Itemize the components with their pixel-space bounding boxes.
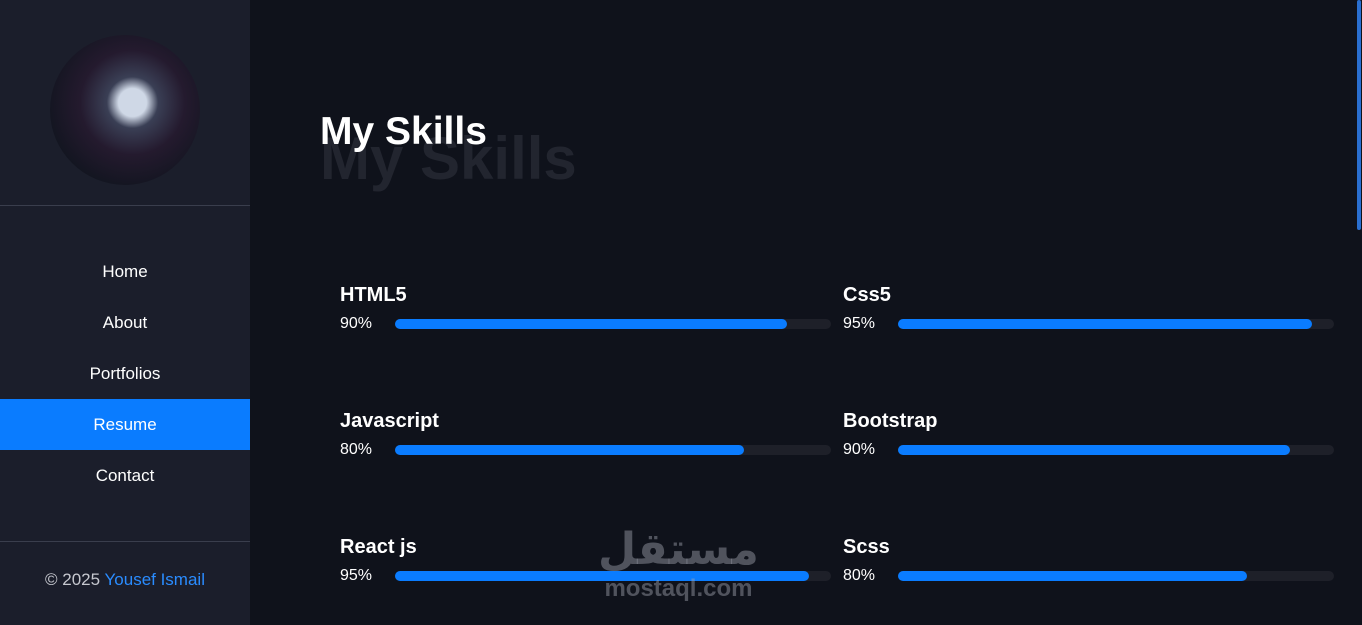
skill-name: HTML5 <box>340 284 407 306</box>
skill-track <box>395 319 831 329</box>
author-link[interactable]: Yousef Ismail <box>104 570 205 589</box>
skill: Javascript 80% <box>340 410 832 470</box>
watermark: مستقل mostaql.com <box>598 525 759 603</box>
avatar <box>50 35 200 185</box>
skill-percent: 80% <box>843 567 876 584</box>
skill-percent: 90% <box>843 441 876 458</box>
skill-percent: 95% <box>340 567 373 584</box>
skill-name: Css5 <box>843 284 891 306</box>
skill-track <box>395 445 831 455</box>
skill: Bootstrap 90% <box>843 410 1335 470</box>
title: My Skills <box>320 110 487 153</box>
skill: Css5 95% <box>843 284 1335 344</box>
watermark-arabic: مستقل <box>598 524 759 575</box>
skill-name: Javascript <box>340 410 439 432</box>
skill-bar <box>898 319 1313 329</box>
skill-percent: 90% <box>340 315 373 332</box>
nav-item[interactable]: About <box>102 313 148 332</box>
skill-percent: 95% <box>843 315 876 332</box>
skill-bar <box>395 571 810 581</box>
skill: HTML5 90% <box>340 284 832 344</box>
skill: Scss 80% <box>843 536 1335 596</box>
separator <box>0 205 250 206</box>
skill-track <box>898 319 1334 329</box>
title-shadow: My Skills <box>320 125 577 192</box>
skill-track <box>898 445 1334 455</box>
skill-track <box>898 571 1334 581</box>
watermark-latin: mostaql.com <box>604 575 753 602</box>
nav-item[interactable]: Resume <box>0 399 250 450</box>
separator <box>0 541 250 542</box>
skill-name: Bootstrap <box>843 410 938 432</box>
nav-item[interactable]: Home <box>102 262 148 281</box>
scrollbar[interactable] <box>1357 0 1361 230</box>
nav-item[interactable]: Portfolios <box>89 364 161 383</box>
skill-bar <box>395 445 744 455</box>
sidebar: Home About Portfolios Resume Contact © 2025 … <box>0 0 250 625</box>
footer: © 2025 Yousef Ismail <box>0 570 250 590</box>
skill-bar <box>898 571 1247 581</box>
skill-track <box>395 571 831 581</box>
skill: React js 95% <box>340 536 832 596</box>
nav-item[interactable]: Contact <box>95 466 155 485</box>
nav: Home About Portfolios Resume Contact <box>0 246 250 501</box>
skill-name: Scss <box>843 536 890 558</box>
skill-name: React js <box>340 536 417 558</box>
skill-bar <box>395 319 788 329</box>
skill-percent: 80% <box>340 441 373 458</box>
skill-bar <box>898 445 1291 455</box>
copyright: © 2025 <box>45 570 101 589</box>
